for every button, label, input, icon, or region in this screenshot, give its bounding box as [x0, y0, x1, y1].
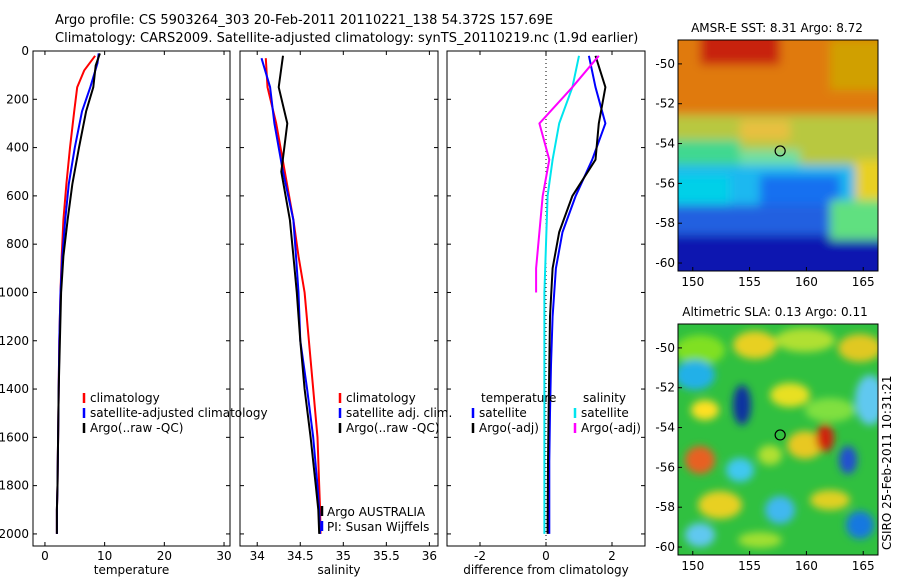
series-line	[546, 55, 607, 534]
y-tick-label: 1000	[0, 285, 29, 299]
y-tick-label: -52	[655, 97, 675, 111]
legend-entry: climatology	[90, 391, 160, 405]
profile-panel-2: 34 34.5 35 35.5 36 salinity	[239, 50, 439, 577]
legend-heading: temperature	[481, 391, 556, 405]
x-tick-label: 30	[216, 549, 231, 563]
figure-title-line2: Climatology: CARS2009. Satellite-adjuste…	[55, 31, 638, 46]
y-tick-label: 200	[6, 92, 29, 106]
x-axis-label: difference from climatology	[463, 563, 629, 577]
series-group	[55, 53, 101, 534]
x-tick-label: 150	[681, 275, 704, 289]
legend-entry: Argo(..raw -QC)	[90, 421, 183, 435]
legend-entry: satellite	[479, 406, 527, 420]
y-tick-label: 400	[6, 141, 29, 155]
y-tick-label: -54	[655, 421, 675, 435]
series-line	[55, 53, 101, 534]
legend-heading: salinity	[583, 391, 626, 405]
y-tick-label: -52	[655, 381, 675, 395]
sst-map-panel: AMSR-E SST: 8.31 Argo: 8.72 150 155	[655, 21, 879, 289]
y-tick-label: -56	[655, 176, 675, 190]
legend-entry: satellite	[581, 406, 629, 420]
series-line	[543, 55, 580, 534]
series-line	[55, 55, 96, 534]
figure-title-line1: Argo profile: CS 5903264_303 20-Feb-2011…	[55, 13, 553, 28]
y-tick-label: 1200	[0, 334, 29, 348]
sst-map-field	[678, 40, 878, 271]
y-tick-label: -60	[655, 256, 675, 270]
y-tick-label: -60	[655, 540, 675, 554]
x-tick-label: -2	[474, 549, 486, 563]
y-tick-label: 0	[21, 44, 29, 58]
x-tick-label: 0	[542, 549, 550, 563]
sla-map-axes: 150 155 160 165 -50 -52 -54 -56 -58 -60	[655, 341, 874, 573]
x-tick-label: 36	[422, 549, 437, 563]
x-axis-label: temperature	[94, 563, 169, 577]
y-tick-label: 800	[6, 237, 29, 251]
y-tick-label: -54	[655, 137, 675, 151]
x-tick-label: 35.5	[373, 549, 400, 563]
x-tick-label: 34.5	[287, 549, 314, 563]
x-axis-label: salinity	[317, 563, 360, 577]
y-tick-label: 600	[6, 189, 29, 203]
y-tick-label: 2000	[0, 527, 29, 541]
series-line	[55, 53, 100, 534]
y-tick-label: -50	[655, 57, 675, 71]
side-timestamp-label: CSIRO 25-Feb-2011 10:31:21	[880, 375, 894, 550]
x-tick-label: 35	[336, 549, 351, 563]
plot-frame	[239, 50, 439, 547]
x-tick-label: 20	[157, 549, 172, 563]
legend-entry: Argo(..raw -QC)	[346, 421, 439, 435]
y-tick-label: -50	[655, 341, 675, 355]
x-tick-label: 155	[738, 559, 761, 573]
sst-map-title: AMSR-E SST: 8.31 Argo: 8.72	[691, 21, 863, 35]
sst-map-axes: 150 155 160 165 -50 -52 -54 -56 -58 -60	[655, 57, 874, 289]
argo-float-marker	[774, 429, 786, 441]
legend-entry: satellite-adjusted climatology	[90, 406, 268, 420]
x-tick-label: 160	[795, 275, 818, 289]
legend-entry: Argo(-adj)	[581, 421, 641, 435]
series-group	[260, 55, 322, 534]
y-tick-label: -58	[655, 500, 675, 514]
legend-entry: climatology	[346, 391, 416, 405]
x-tick-label: 2	[608, 549, 616, 563]
profile-panels: 0 10 20 30temperature0200400600800100012001…	[0, 44, 646, 577]
x-tick-label: 155	[738, 275, 761, 289]
y-tick-label: -58	[655, 216, 675, 230]
profile-panel-1: 0 10 20 30 temperature 0 200 400 600 800 1000 1200 1…	[0, 44, 232, 577]
x-tick-label: 10	[97, 549, 112, 563]
annotation-line: Argo AUSTRALIA	[327, 505, 426, 519]
x-tick-label: 160	[795, 559, 818, 573]
x-tick-label: 165	[852, 559, 875, 573]
plot-frame	[32, 50, 231, 547]
series-line	[277, 55, 321, 534]
sla-map-field	[678, 324, 878, 555]
series-line	[535, 55, 600, 293]
series-line	[548, 55, 607, 534]
x-tick-label: 0	[41, 549, 49, 563]
series-line	[264, 58, 322, 534]
x-tick-label: 150	[681, 559, 704, 573]
sla-map-panel: Altimetric SLA: 0.13 Argo: 0.11	[655, 305, 879, 573]
y-tick-label: 1600	[0, 430, 29, 444]
sla-map-title: Altimetric SLA: 0.13 Argo: 0.11	[682, 305, 867, 319]
y-tick-label: 1800	[0, 479, 29, 493]
annotation-line: PI: Susan Wijffels	[327, 520, 429, 534]
series-line	[260, 57, 322, 534]
legend-entry: Argo(-adj)	[479, 421, 539, 435]
y-tick-label: -56	[655, 460, 675, 474]
x-tick-label: 165	[852, 275, 875, 289]
x-tick-label: 34	[250, 549, 265, 563]
legend-entry: satellite adj. clim.	[346, 406, 452, 420]
argo-float-marker	[774, 145, 786, 157]
y-tick-label: 1400	[0, 382, 29, 396]
series-group	[535, 55, 607, 534]
legend: temperature salinitysatelliteArgo(-adj)sa…	[471, 391, 641, 435]
